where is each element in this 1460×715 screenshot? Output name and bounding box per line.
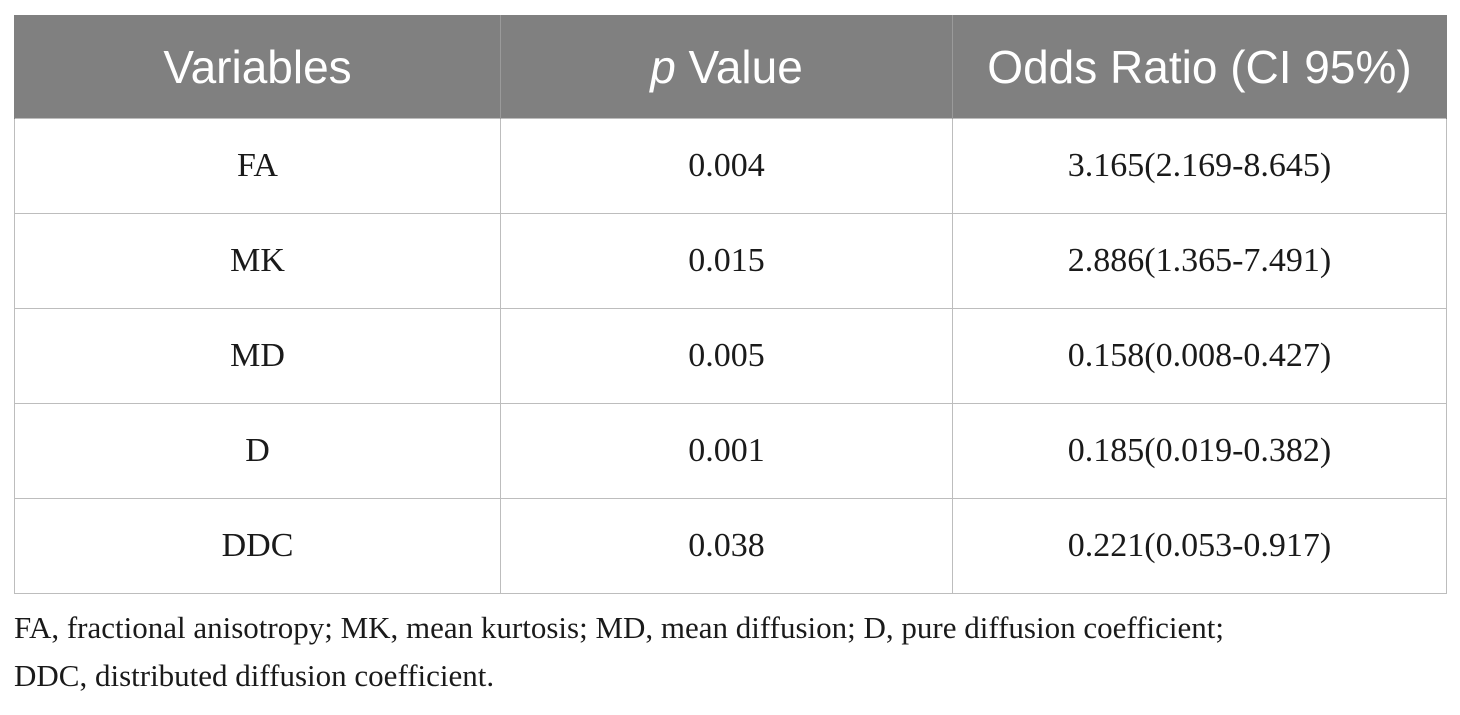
footnote-line: FA, fractional anisotropy; MK, mean kurt… [14, 610, 1224, 645]
results-table: Variables p Value Odds Ratio (CI 95%) FA… [14, 15, 1447, 594]
results-table-container: Variables p Value Odds Ratio (CI 95%) FA… [14, 15, 1447, 594]
cell-p-value: 0.001 [500, 403, 953, 499]
cell-p-value: 0.004 [500, 118, 953, 214]
cell-odds-ratio: 0.185(0.019-0.382) [952, 403, 1447, 499]
cell-p-value: 0.015 [500, 213, 953, 309]
header-p-value: p Value [500, 15, 953, 119]
footnote-line: DDC, distributed diffusion coefficient. [14, 658, 495, 693]
cell-odds-ratio: 0.158(0.008-0.427) [952, 308, 1447, 404]
cell-odds-ratio: 3.165(2.169-8.645) [952, 118, 1447, 214]
header-odds-ratio: Odds Ratio (CI 95%) [952, 15, 1447, 119]
header-variables: Variables [14, 15, 501, 119]
cell-odds-ratio: 0.221(0.053-0.917) [952, 498, 1447, 594]
cell-variable: MK [14, 213, 501, 309]
cell-variable: FA [14, 118, 501, 214]
table-row: MK 0.015 2.886(1.365-7.491) [14, 213, 1447, 309]
cell-variable: DDC [14, 498, 501, 594]
cell-p-value: 0.038 [500, 498, 953, 594]
table-row: MD 0.005 0.158(0.008-0.427) [14, 308, 1447, 404]
table-row: FA 0.004 3.165(2.169-8.645) [14, 118, 1447, 214]
header-p-symbol: p [650, 41, 676, 93]
header-p-value-label: Value [675, 41, 803, 93]
table-header-row: Variables p Value Odds Ratio (CI 95%) [14, 15, 1447, 119]
cell-variable: D [14, 403, 501, 499]
cell-odds-ratio: 2.886(1.365-7.491) [952, 213, 1447, 309]
table-row: D 0.001 0.185(0.019-0.382) [14, 403, 1447, 499]
table-row: DDC 0.038 0.221(0.053-0.917) [14, 498, 1447, 594]
table-footnote: FA, fractional anisotropy; MK, mean kurt… [14, 604, 1454, 700]
cell-p-value: 0.005 [500, 308, 953, 404]
cell-variable: MD [14, 308, 501, 404]
